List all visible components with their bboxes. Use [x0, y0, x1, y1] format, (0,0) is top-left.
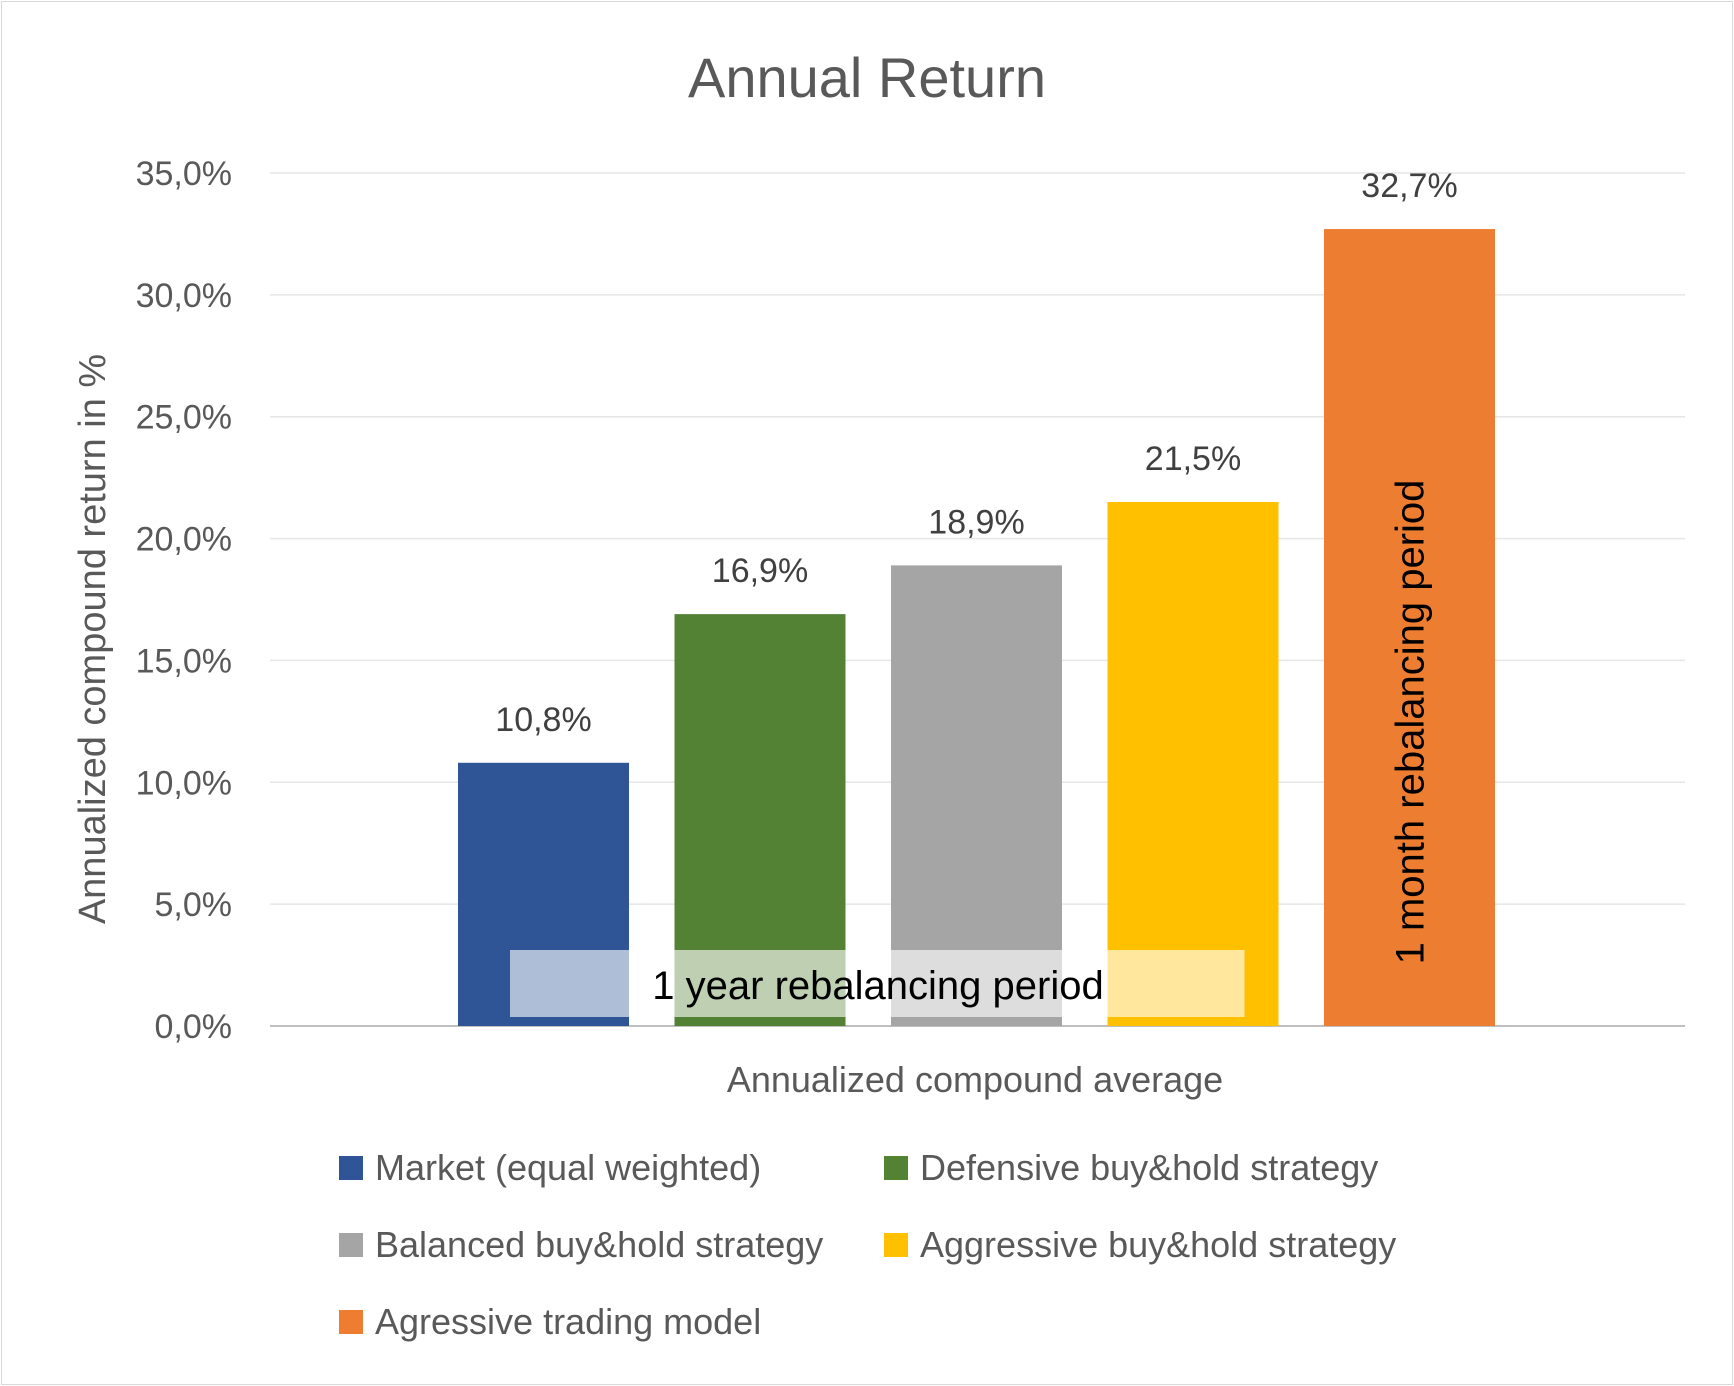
- bars: [458, 229, 1495, 1026]
- y-tick-label: 25,0%: [136, 399, 232, 437]
- legend-label: Balanced buy&hold strategy: [375, 1224, 824, 1265]
- data-label: 16,9%: [712, 552, 808, 590]
- y-tick-label: 0,0%: [155, 1008, 233, 1046]
- annotation-month-label: 1 month rebalancing period: [1389, 480, 1433, 965]
- y-tick-label: 15,0%: [136, 642, 232, 680]
- legend-swatch: [884, 1233, 908, 1257]
- legend-swatch: [339, 1310, 363, 1334]
- data-label: 32,7%: [1361, 167, 1457, 205]
- chart-title: Annual Return: [688, 46, 1046, 109]
- annotations: 1 year rebalancing period 1 month rebalan…: [510, 480, 1433, 1017]
- data-label: 10,8%: [495, 701, 591, 739]
- legend-swatch: [884, 1156, 908, 1180]
- legend-swatch: [339, 1233, 363, 1257]
- data-label: 18,9%: [928, 503, 1024, 541]
- bar-5: [1324, 229, 1495, 1026]
- y-tick-label: 20,0%: [136, 521, 232, 559]
- legend-label: Aggressive buy&hold strategy: [920, 1224, 1397, 1265]
- y-tick-label: 10,0%: [136, 764, 232, 802]
- y-tick-label: 35,0%: [136, 155, 232, 193]
- y-axis-label: Annualized compound return in %: [72, 354, 114, 924]
- data-label: 21,5%: [1145, 440, 1241, 478]
- legend-item-balanced: Balanced buy&hold strategy: [339, 1224, 823, 1266]
- y-tick-label: 5,0%: [155, 886, 233, 924]
- annotation-year-label: 1 year rebalancing period: [652, 964, 1103, 1008]
- x-axis-label: Annualized compound average: [727, 1059, 1223, 1100]
- bar-4: [1107, 502, 1279, 1026]
- y-axis-ticks: 0,0% 5,0% 10,0% 15,0% 20,0% 25,0% 30,0% 35,0%: [136, 155, 232, 1046]
- rebalancing-band: [510, 950, 1245, 1017]
- legend-item-aggressive: Aggressive buy&hold strategy: [884, 1224, 1396, 1266]
- legend-swatch: [339, 1156, 363, 1180]
- bar-3: [891, 565, 1062, 1026]
- data-labels: 10,8% 16,9% 18,9% 21,5% 32,7%: [495, 167, 1457, 739]
- y-tick-label: 30,0%: [136, 277, 232, 315]
- legend-label: Defensive buy&hold strategy: [920, 1147, 1379, 1188]
- legend-label: Market (equal weighted): [375, 1147, 762, 1188]
- legend-label: Agressive trading model: [375, 1301, 762, 1342]
- legend-item-market: Market (equal weighted): [339, 1147, 761, 1189]
- legend-item-trading-model: Agressive trading model: [339, 1301, 761, 1343]
- legend-item-defensive: Defensive buy&hold strategy: [884, 1147, 1378, 1189]
